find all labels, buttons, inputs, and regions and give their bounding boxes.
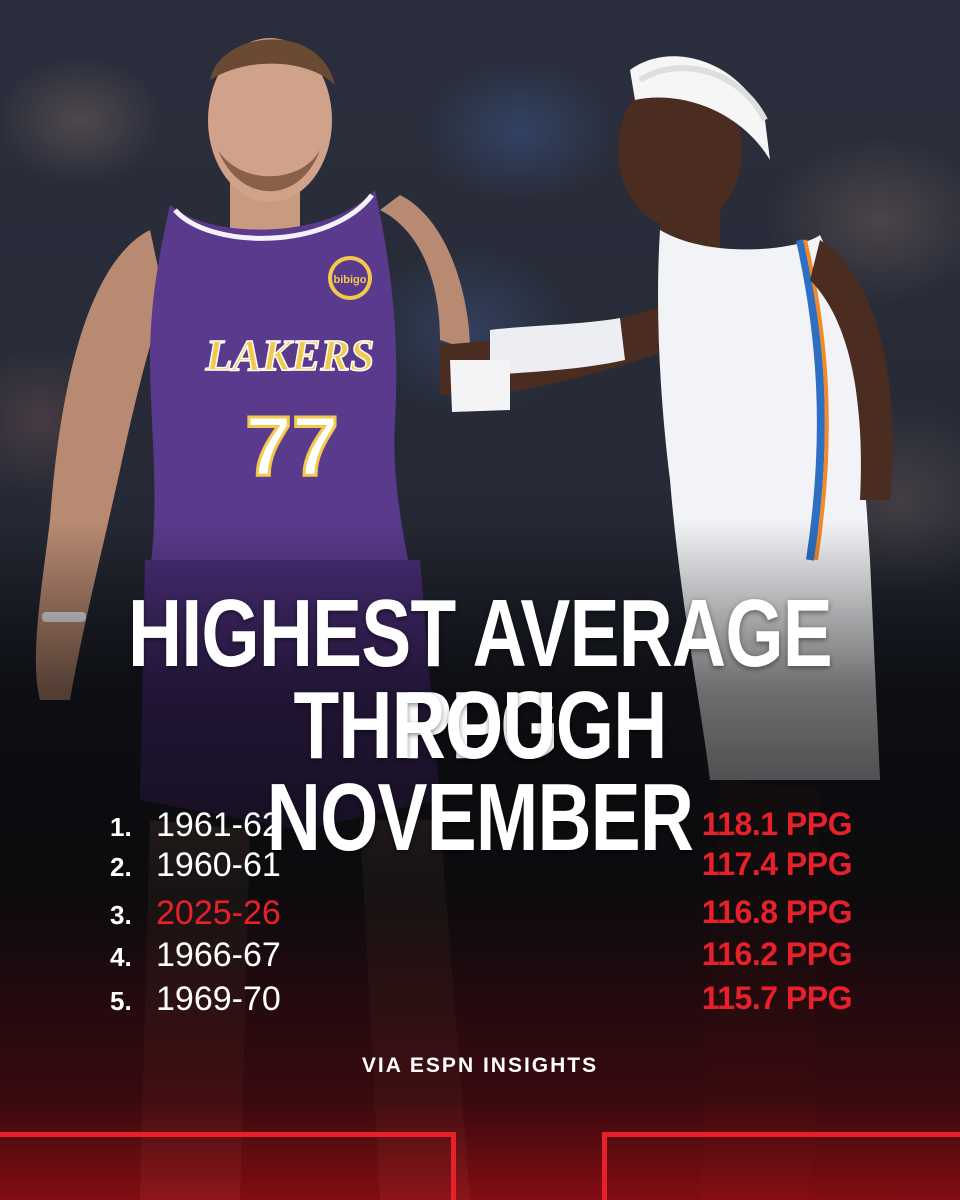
frame-line-right-horizontal bbox=[602, 1132, 960, 1137]
rank-number: 4. bbox=[110, 942, 132, 972]
rank-number: 1. bbox=[110, 812, 132, 842]
frame-line-left-vertical bbox=[451, 1132, 456, 1200]
ranking-row: 2. 1960-61 117.4 PPG bbox=[110, 846, 853, 890]
rank-number: 3. bbox=[110, 900, 132, 930]
jersey-number: 77 bbox=[245, 399, 338, 493]
ranking-row: 1. 1961-62 118.1 PPG bbox=[110, 806, 853, 850]
rank-number: 5. bbox=[110, 986, 132, 1016]
ranking-row: 4. 1966-67 116.2 PPG bbox=[110, 936, 853, 980]
jersey-team-wordmark: LAKERS bbox=[205, 331, 375, 380]
rank-ppg-value: 116.8 PPG bbox=[701, 894, 853, 930]
rank-number: 2. bbox=[110, 852, 132, 882]
frame-line-left-horizontal bbox=[0, 1132, 456, 1137]
headline-line-2: THROUGH NOVEMBER bbox=[266, 672, 694, 871]
rank-ppg-value: 118.1 PPG bbox=[701, 806, 853, 842]
rank-ppg-value: 117.4 PPG bbox=[701, 846, 853, 882]
rank-season-highlighted: 2025-26 bbox=[156, 894, 281, 932]
rank-season: 1969-70 bbox=[156, 980, 281, 1018]
jersey-sponsor-patch: bibigo bbox=[334, 274, 367, 286]
rank-season: 1961-62 bbox=[156, 806, 281, 844]
rank-ppg-value: 115.7 PPG bbox=[701, 980, 853, 1016]
rank-ppg-value: 116.2 PPG bbox=[701, 936, 853, 972]
headline-line-1: HIGHEST AVERAGE PPG bbox=[128, 580, 833, 779]
bottom-gradient-overlay bbox=[0, 520, 960, 1200]
ranking-row: 5. 1969-70 115.7 PPG bbox=[110, 980, 853, 1024]
rank-season: 1966-67 bbox=[156, 936, 281, 974]
rank-season: 1960-61 bbox=[156, 846, 281, 884]
source-credit: VIA ESPN INSIGHTS bbox=[361, 1054, 599, 1077]
ranking-row: 3. 2025-26 116.8 PPG bbox=[110, 894, 853, 938]
frame-line-right-vertical bbox=[602, 1132, 607, 1200]
